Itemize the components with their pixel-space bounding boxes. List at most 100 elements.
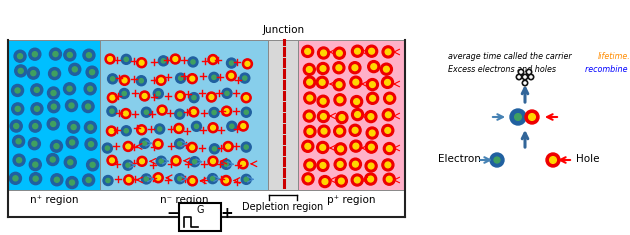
Circle shape xyxy=(367,78,379,90)
Circle shape xyxy=(127,177,131,182)
Circle shape xyxy=(529,114,535,120)
Circle shape xyxy=(174,158,178,163)
Circle shape xyxy=(156,91,161,96)
Circle shape xyxy=(212,147,217,151)
Circle shape xyxy=(109,129,114,133)
Circle shape xyxy=(47,118,59,130)
Circle shape xyxy=(105,146,110,150)
Circle shape xyxy=(318,125,330,137)
Circle shape xyxy=(144,177,149,181)
Circle shape xyxy=(173,57,178,61)
Circle shape xyxy=(52,71,57,76)
Circle shape xyxy=(190,178,195,183)
Circle shape xyxy=(140,91,149,101)
Circle shape xyxy=(86,159,98,171)
Circle shape xyxy=(88,86,93,91)
Circle shape xyxy=(370,95,375,101)
Circle shape xyxy=(121,54,131,64)
Circle shape xyxy=(174,123,184,133)
Circle shape xyxy=(107,93,117,103)
Circle shape xyxy=(142,141,147,145)
Circle shape xyxy=(305,49,311,54)
Circle shape xyxy=(13,154,25,166)
Circle shape xyxy=(368,163,374,169)
Circle shape xyxy=(352,45,364,57)
Circle shape xyxy=(10,120,22,132)
Circle shape xyxy=(338,146,343,152)
Circle shape xyxy=(119,89,129,98)
Circle shape xyxy=(136,76,146,86)
Circle shape xyxy=(320,145,326,150)
Circle shape xyxy=(122,78,127,83)
Circle shape xyxy=(14,50,26,62)
Circle shape xyxy=(320,163,326,168)
Circle shape xyxy=(123,111,129,116)
Circle shape xyxy=(221,176,231,185)
Circle shape xyxy=(124,57,129,61)
Circle shape xyxy=(31,84,43,96)
Circle shape xyxy=(137,125,147,135)
Text: G: G xyxy=(197,205,203,215)
Circle shape xyxy=(34,87,39,92)
Circle shape xyxy=(229,61,234,65)
Circle shape xyxy=(317,63,329,74)
Circle shape xyxy=(303,110,315,122)
Circle shape xyxy=(178,142,181,146)
Circle shape xyxy=(64,83,76,95)
Circle shape xyxy=(18,54,23,59)
Text: +: + xyxy=(220,205,233,220)
Circle shape xyxy=(369,130,375,136)
Bar xyxy=(179,203,221,231)
Circle shape xyxy=(518,69,524,75)
Circle shape xyxy=(306,67,312,72)
Circle shape xyxy=(18,68,23,73)
Circle shape xyxy=(516,74,522,80)
Circle shape xyxy=(244,110,248,114)
Circle shape xyxy=(137,156,147,166)
Circle shape xyxy=(16,158,21,163)
Circle shape xyxy=(178,176,182,181)
Circle shape xyxy=(30,173,42,185)
Circle shape xyxy=(305,143,311,149)
Circle shape xyxy=(175,91,185,101)
Circle shape xyxy=(157,105,167,115)
Text: recombine in an: recombine in an xyxy=(585,65,630,74)
Circle shape xyxy=(339,115,345,120)
Circle shape xyxy=(31,71,36,76)
Circle shape xyxy=(192,110,196,114)
Circle shape xyxy=(123,160,133,170)
Circle shape xyxy=(370,82,375,87)
Circle shape xyxy=(245,61,250,66)
Circle shape xyxy=(140,159,144,164)
Circle shape xyxy=(123,141,133,151)
Text: Junction: Junction xyxy=(263,25,305,35)
Circle shape xyxy=(240,73,249,83)
Circle shape xyxy=(192,96,196,100)
Circle shape xyxy=(336,65,341,71)
Circle shape xyxy=(84,83,96,95)
Circle shape xyxy=(227,121,237,131)
Circle shape xyxy=(120,75,130,85)
Circle shape xyxy=(353,79,358,85)
Circle shape xyxy=(320,66,326,71)
Circle shape xyxy=(105,54,115,64)
Circle shape xyxy=(367,92,379,104)
Circle shape xyxy=(161,59,166,63)
Circle shape xyxy=(352,109,364,121)
Circle shape xyxy=(28,138,40,150)
Circle shape xyxy=(107,155,117,165)
Circle shape xyxy=(337,128,343,134)
Circle shape xyxy=(110,158,115,163)
Circle shape xyxy=(123,175,134,185)
Circle shape xyxy=(382,46,394,58)
Circle shape xyxy=(121,126,131,136)
Text: Electron: Electron xyxy=(438,154,481,164)
Circle shape xyxy=(156,75,166,85)
Circle shape xyxy=(223,141,233,152)
Circle shape xyxy=(226,58,236,68)
Circle shape xyxy=(350,158,362,170)
Circle shape xyxy=(386,112,391,118)
Circle shape xyxy=(122,91,126,96)
Circle shape xyxy=(305,176,311,182)
Circle shape xyxy=(319,79,325,85)
